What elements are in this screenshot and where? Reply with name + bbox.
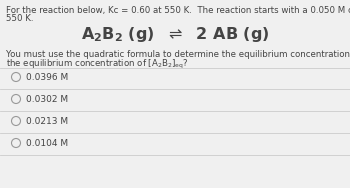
Text: For the reaction below, Kc = 0.60 at 550 K.  The reaction starts with a 0.050 M : For the reaction below, Kc = 0.60 at 550… [6,6,350,15]
Text: 0.0302 M: 0.0302 M [26,95,68,104]
Text: 0.0104 M: 0.0104 M [26,139,68,148]
Text: $\mathbf{A_2B_2}$ (g)  $\rightleftharpoons$  2 AB (g): $\mathbf{A_2B_2}$ (g) $\rightleftharpoon… [81,25,269,44]
Text: You must use the quadratic formula to determine the equilibrium concentrations o: You must use the quadratic formula to de… [6,50,350,59]
Text: the equilibrium concentration of $\mathregular{[A_2B_2]_{eq}}$?: the equilibrium concentration of $\mathr… [6,58,189,71]
Text: 0.0213 M: 0.0213 M [26,117,68,126]
Text: 550 K.: 550 K. [6,14,34,23]
Text: 0.0396 M: 0.0396 M [26,73,68,82]
